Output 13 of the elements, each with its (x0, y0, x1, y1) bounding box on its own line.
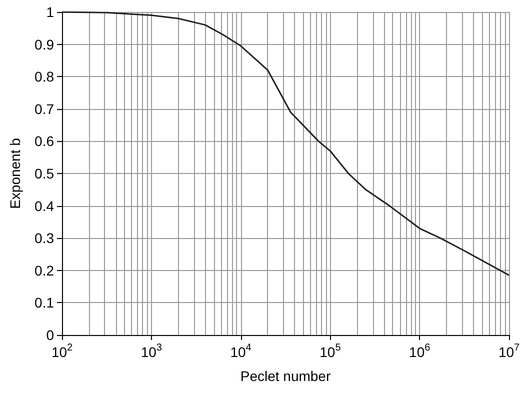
y-tick-label: 1 (46, 4, 54, 20)
y-tick-label: 0.4 (34, 198, 54, 214)
y-tick-label: 0.5 (34, 166, 54, 182)
y-tick-label: 0.9 (34, 36, 54, 52)
y-tick-label: 0.6 (34, 133, 54, 150)
y-axis-title: Exponent b (7, 138, 23, 209)
x-axis-title: Peclet number (240, 368, 331, 384)
y-tick-label: 0.7 (34, 100, 54, 117)
y-tick-label: 0 (46, 327, 54, 343)
y-tick-label: 0.1 (34, 294, 54, 311)
y-tick-label: 0.2 (34, 262, 54, 278)
y-tick-label: 0.8 (34, 68, 54, 85)
y-tick-label: 0.3 (34, 230, 54, 246)
